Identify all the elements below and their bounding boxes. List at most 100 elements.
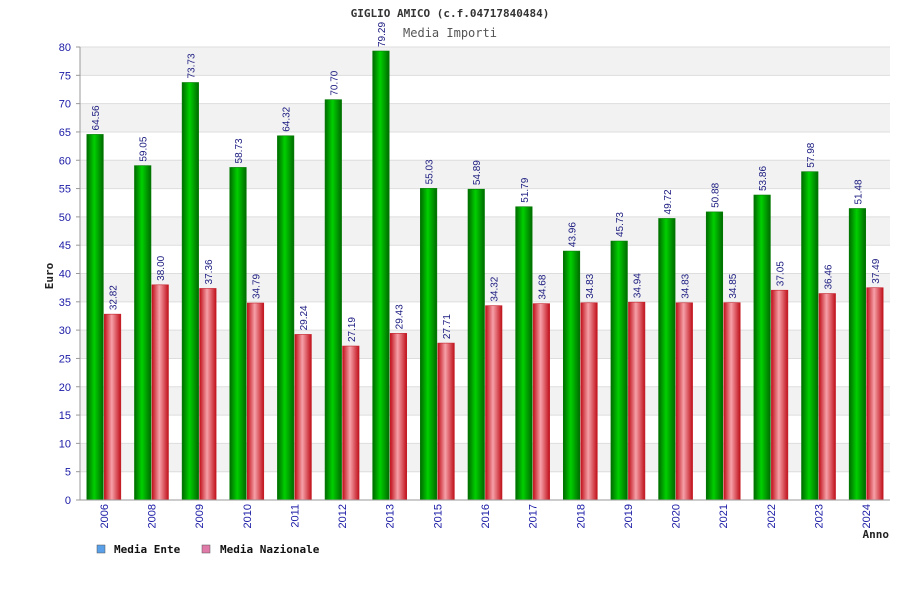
y-axis-label: Euro — [43, 262, 56, 289]
x-tick-label: 2020 — [671, 504, 683, 528]
value-label: 29.24 — [299, 305, 310, 330]
value-label: 64.56 — [91, 105, 102, 130]
bar-media-ente — [658, 218, 676, 501]
bar-media-nazionale — [437, 342, 455, 501]
y-tick-label: 65 — [59, 127, 71, 139]
value-label: 34.94 — [633, 273, 644, 298]
legend-label-media-nazionale: Media Nazionale — [220, 543, 320, 556]
x-tick-label: 2010 — [242, 504, 254, 528]
x-tick-label: 2017 — [528, 504, 540, 528]
value-label: 79.29 — [377, 22, 388, 47]
x-tick-label: 2021 — [718, 504, 730, 528]
value-label: 73.73 — [186, 53, 197, 78]
x-tick-label: 2013 — [385, 504, 397, 528]
x-tick-label: 2011 — [289, 504, 301, 528]
bar-media-ente — [562, 250, 581, 501]
plot-band — [80, 103, 890, 132]
x-tick-label: 2023 — [814, 504, 826, 528]
bar-media-ente — [181, 82, 199, 501]
bar-media-nazionale — [628, 301, 646, 501]
value-label: 64.32 — [282, 106, 293, 131]
value-label: 53.86 — [758, 166, 769, 191]
x-tick-label: 2009 — [194, 504, 206, 528]
x-tick-label: 2006 — [99, 504, 111, 528]
value-label: 34.83 — [680, 273, 691, 298]
value-label: 54.89 — [472, 160, 483, 185]
value-label: 43.96 — [568, 222, 579, 247]
chart-title: GIGLIO AMICO (c.f.04717840484) — [351, 7, 550, 20]
plot-band — [80, 75, 890, 104]
bar-media-ente — [610, 240, 628, 501]
bar-media-nazionale — [580, 302, 598, 501]
bar-media-nazionale — [771, 289, 789, 501]
plot-band — [80, 131, 890, 161]
y-tick-label: 0 — [65, 495, 71, 507]
value-label: 27.19 — [347, 317, 358, 342]
y-axis-ticks: 0 5 10 15 20 25 30 35 40 45 50 55 60 65 70 75 80 — [59, 42, 80, 507]
y-tick-label: 50 — [59, 212, 71, 224]
value-label: 27.71 — [442, 314, 453, 339]
x-tick-label: 2012 — [337, 504, 349, 528]
bar-media-nazionale — [294, 334, 312, 501]
value-label: 50.88 — [710, 182, 721, 207]
value-label: 55.03 — [425, 159, 436, 184]
x-tick-label: 2016 — [480, 504, 492, 528]
bar-media-ente — [86, 134, 104, 501]
bar-media-nazionale — [104, 313, 122, 501]
value-label: 36.46 — [823, 264, 834, 289]
y-tick-label: 30 — [59, 325, 71, 337]
bar-media-nazionale — [246, 302, 265, 501]
legend: Media Ente Media Nazionale — [96, 543, 320, 556]
value-label: 32.82 — [109, 285, 120, 310]
x-tick-label: 2019 — [623, 504, 635, 528]
x-tick-label: 2024 — [861, 504, 873, 528]
y-tick-label: 60 — [59, 155, 71, 167]
value-label: 37.05 — [776, 261, 787, 286]
value-labels: 64.56 32.82 59.05 38.00 73.73 37.36 58.73 34.79… — [91, 22, 882, 342]
bar-media-nazionale — [818, 293, 836, 501]
value-label: 51.48 — [853, 179, 864, 204]
gridlines — [80, 46, 890, 501]
bar-media-nazionale — [675, 302, 693, 501]
value-label: 58.73 — [234, 138, 245, 163]
bar-media-nazionale — [389, 333, 408, 501]
value-label: 57.98 — [806, 142, 817, 167]
bar-media-ente — [515, 206, 533, 501]
legend-swatch-media-nazionale — [201, 544, 211, 554]
bar-media-ente — [420, 188, 438, 501]
bar-media-ente — [467, 188, 485, 501]
bar-media-ente — [277, 135, 295, 501]
value-label: 37.36 — [204, 259, 215, 284]
value-label: 29.43 — [394, 304, 405, 329]
bar-media-ente — [801, 171, 819, 501]
plot-band — [80, 47, 890, 76]
bar-media-ente — [753, 194, 771, 501]
value-label: 34.85 — [728, 273, 739, 298]
bar-media-ente — [705, 211, 724, 501]
legend-swatch-media-ente — [96, 544, 106, 554]
value-label: 34.79 — [252, 274, 263, 299]
bar-media-nazionale — [485, 305, 503, 501]
bar-media-ente — [134, 165, 152, 501]
value-label: 70.70 — [329, 70, 340, 95]
value-label: 38.00 — [156, 255, 167, 280]
bar-media-nazionale — [151, 284, 169, 501]
y-tick-label: 55 — [59, 184, 71, 196]
y-tick-label: 10 — [59, 438, 71, 450]
value-label: 49.72 — [663, 189, 674, 214]
legend-label-media-ente: Media Ente — [114, 543, 181, 556]
bar-media-ente — [324, 99, 342, 501]
bar-media-ente — [372, 50, 390, 501]
value-label: 34.32 — [490, 276, 501, 301]
chart-subtitle: Media Importi — [403, 26, 497, 40]
y-tick-label: 15 — [59, 410, 71, 422]
bar-media-nazionale — [723, 302, 741, 501]
bar-media-nazionale — [532, 303, 550, 501]
y-tick-label: 80 — [59, 42, 71, 54]
value-label: 45.73 — [615, 212, 626, 237]
value-label: 34.68 — [537, 274, 548, 299]
y-tick-label: 40 — [59, 269, 71, 281]
y-tick-label: 45 — [59, 240, 71, 252]
y-tick-label: 25 — [59, 353, 71, 365]
